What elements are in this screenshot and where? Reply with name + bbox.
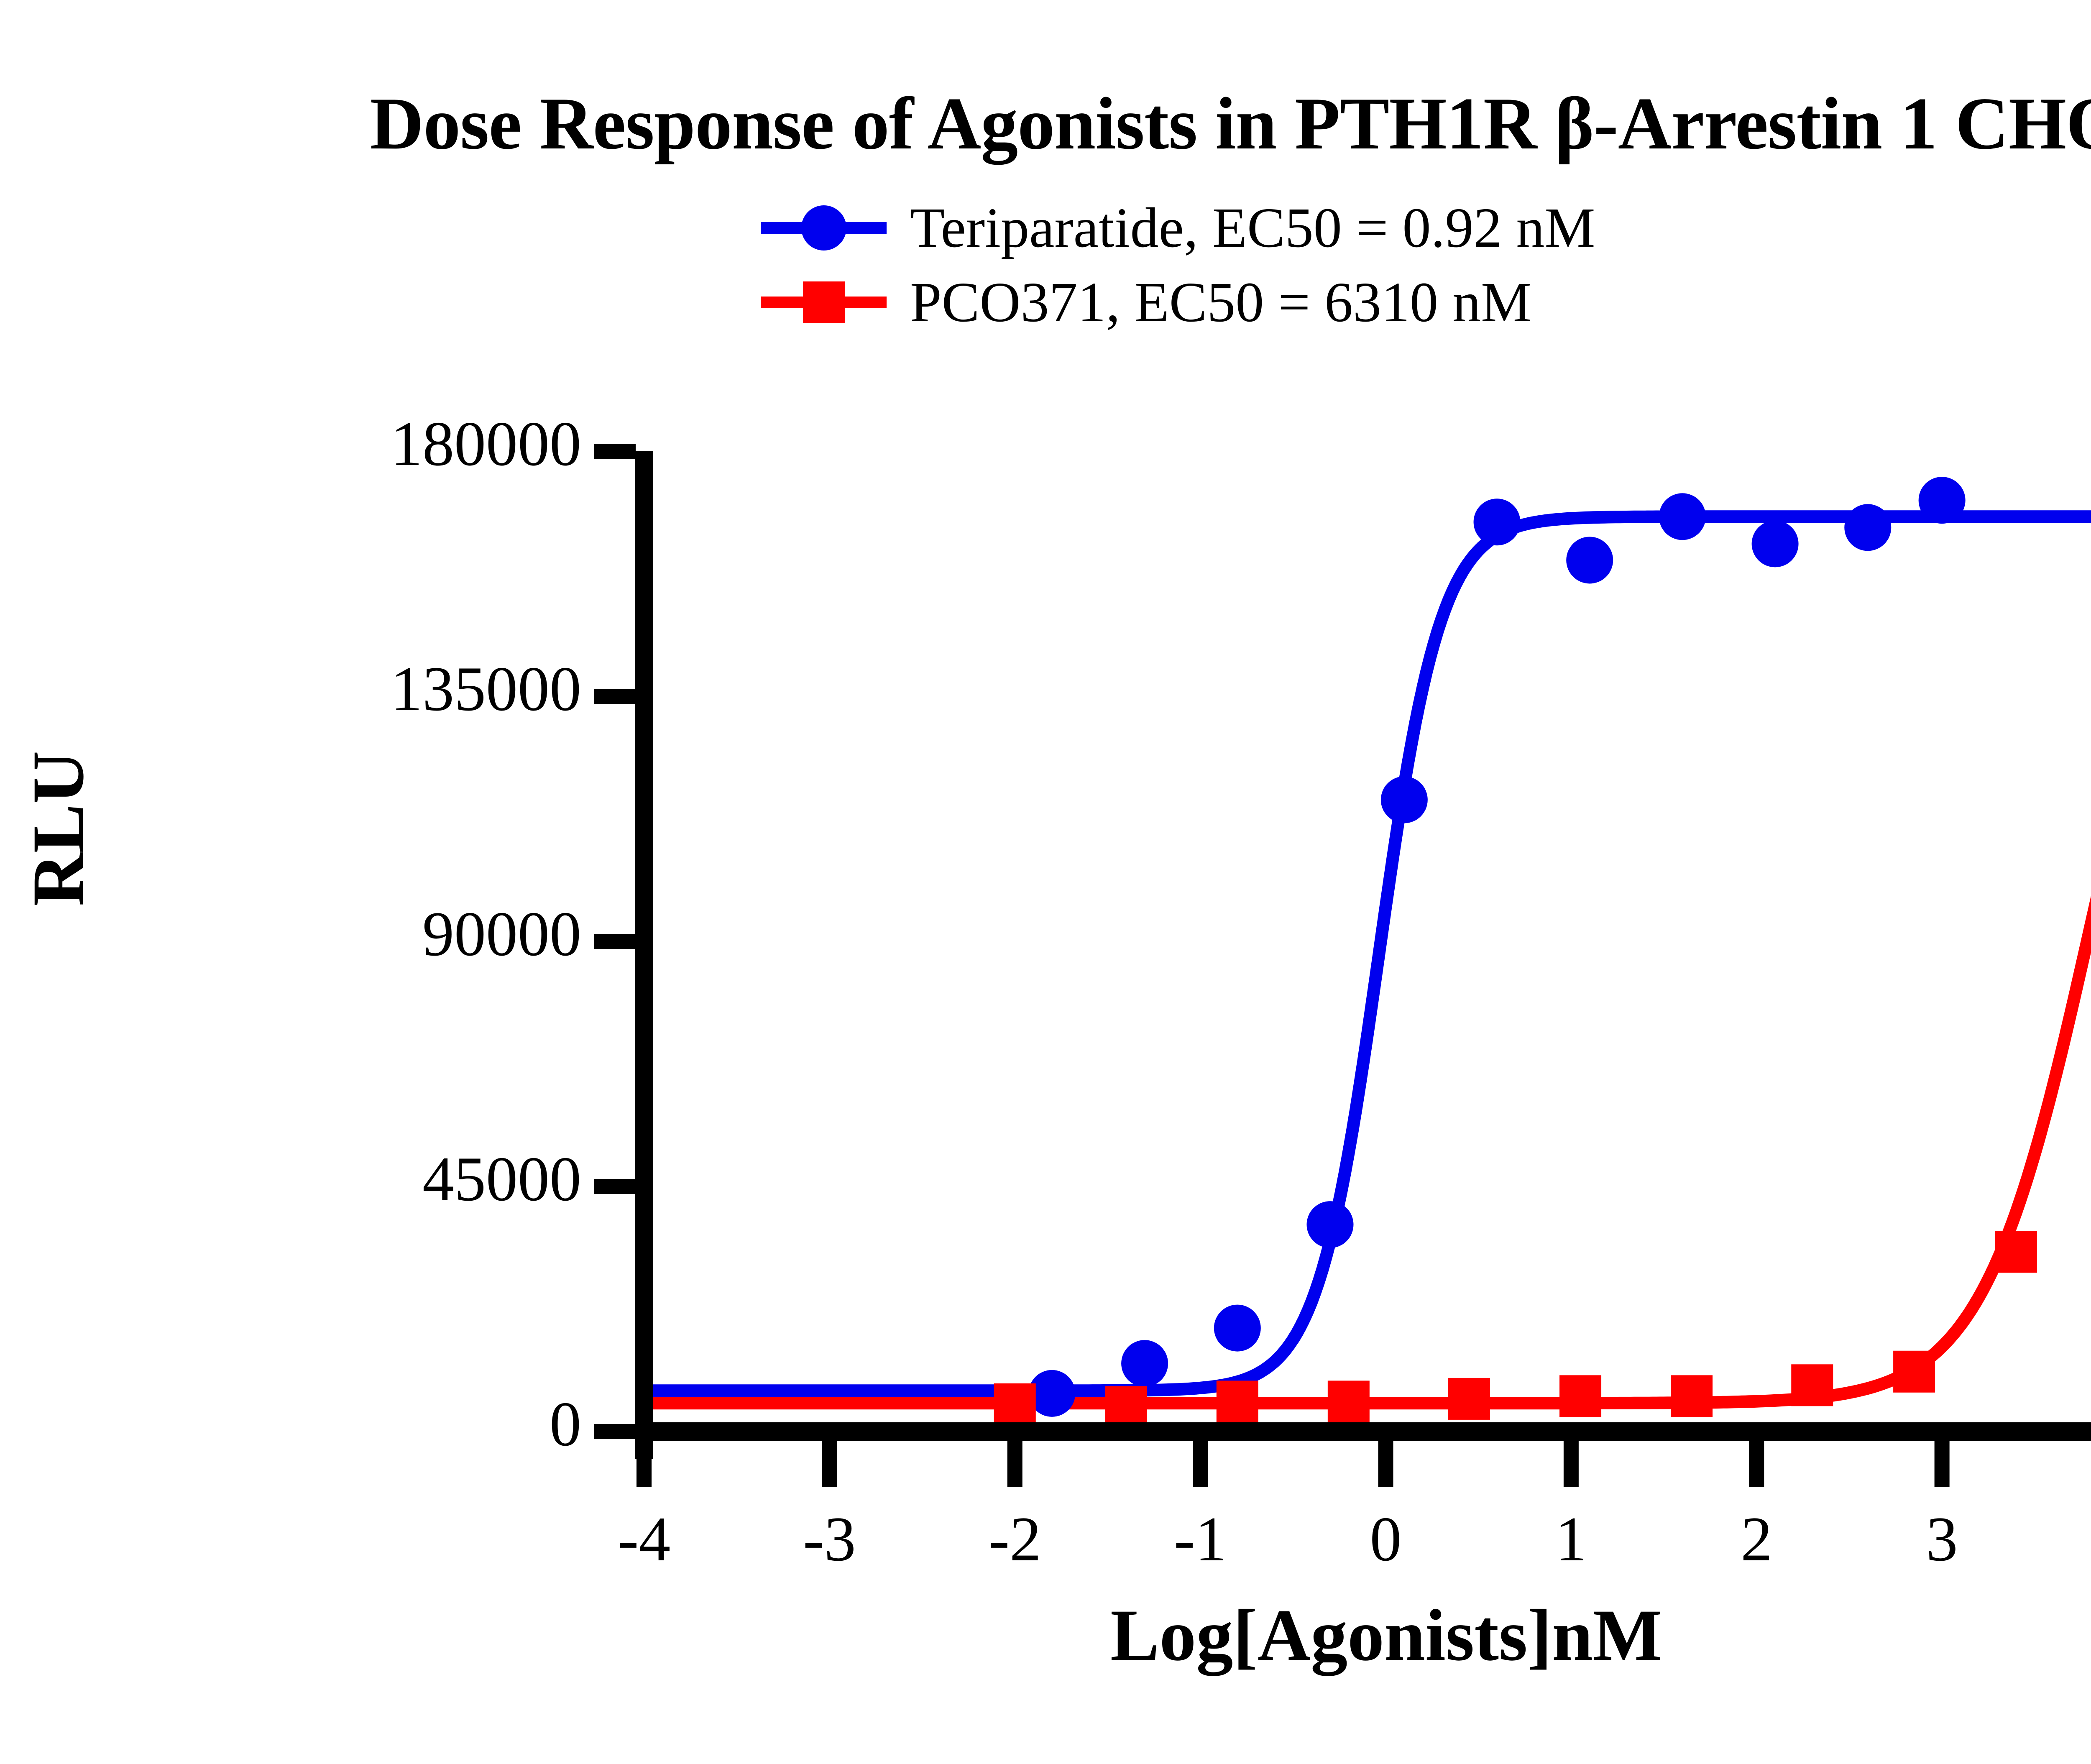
data-point-teriparatide[interactable]	[1121, 1340, 1168, 1387]
legend-key-pco371	[761, 281, 887, 323]
data-point-pco371[interactable]	[994, 1383, 1036, 1425]
y-tick	[594, 1179, 636, 1194]
legend-key-teriparatide	[761, 205, 887, 251]
data-point-pco371[interactable]	[1995, 1231, 2037, 1273]
data-point-teriparatide[interactable]	[1214, 1304, 1261, 1352]
x-tick	[1934, 1441, 1950, 1487]
legend-item-teriparatide[interactable]: Teriparatide, EC50 = 0.92 nM	[761, 197, 1595, 259]
data-point-pco371[interactable]	[1327, 1381, 1370, 1423]
y-tick	[594, 689, 636, 704]
data-point-teriparatide[interactable]	[1844, 504, 1892, 551]
square-marker-icon	[803, 281, 845, 323]
data-point-pco371[interactable]	[1105, 1386, 1147, 1428]
x-tick-label: 1	[1555, 1504, 1587, 1574]
fit-curve-pco371	[638, 895, 2091, 1410]
x-tick-label: 0	[1370, 1504, 1402, 1574]
data-point-teriparatide[interactable]	[1306, 1201, 1354, 1248]
data-point-pco371[interactable]	[1216, 1381, 1258, 1423]
circle-marker-icon	[801, 205, 846, 251]
y-tick	[594, 444, 636, 459]
x-tick-label: -2	[988, 1504, 1042, 1574]
data-point-pco371[interactable]	[1559, 1375, 1602, 1417]
chart-legend: Teriparatide, EC50 = 0.92 nM PCO371, EC5…	[761, 197, 1595, 334]
y-tick	[594, 1424, 636, 1439]
y-tick-label: 180000	[391, 409, 581, 479]
x-tick	[1007, 1441, 1022, 1487]
data-point-pco371[interactable]	[1448, 1378, 1490, 1420]
data-point-teriparatide[interactable]	[1751, 520, 1799, 568]
chart-title: Dose Response of Agonists in PTH1R β-Arr…	[370, 82, 2091, 165]
data-point-teriparatide[interactable]	[1566, 537, 1613, 584]
data-point-pco371[interactable]	[1893, 1350, 1935, 1393]
x-tick	[637, 1441, 652, 1487]
x-tick	[1193, 1441, 1208, 1487]
x-axis-title: Log[Agonists]nM	[1110, 1595, 1663, 1676]
x-tick	[1378, 1441, 1393, 1487]
data-point-pco371[interactable]	[1671, 1375, 1713, 1417]
fit-curve-teriparatide	[638, 510, 2091, 1397]
y-tick-label: 0	[550, 1389, 581, 1459]
y-tick-label: 135000	[391, 654, 581, 724]
data-point-pco371[interactable]	[1791, 1364, 1833, 1406]
data-point-teriparatide[interactable]	[1380, 776, 1428, 823]
data-point-teriparatide[interactable]	[1659, 493, 1706, 540]
x-tick-label: 3	[1926, 1504, 1958, 1574]
y-axis-line	[635, 451, 653, 1459]
x-tick-label: -1	[1173, 1504, 1227, 1574]
x-axis-line	[635, 1422, 2091, 1441]
data-point-teriparatide[interactable]	[1918, 477, 1966, 524]
data-point-teriparatide[interactable]	[1028, 1370, 1076, 1417]
x-tick	[822, 1441, 837, 1487]
data-point-teriparatide[interactable]	[1473, 499, 1521, 546]
y-tick	[594, 934, 636, 949]
legend-label-pco371: PCO371, EC50 = 6310 nM	[910, 271, 1531, 334]
x-tick-label: 4	[2044, 1503, 2091, 1575]
x-tick-label: -3	[803, 1504, 856, 1574]
legend-label-teriparatide: Teriparatide, EC50 = 0.92 nM	[910, 197, 1595, 259]
y-tick-label: 90000	[422, 899, 581, 969]
x-tick	[1563, 1441, 1579, 1487]
x-tick	[1749, 1441, 1764, 1487]
x-tick-label: 2	[1741, 1504, 1773, 1574]
x-tick-label: -4	[617, 1504, 671, 1574]
y-tick-label: 45000	[422, 1144, 581, 1214]
legend-item-pco371[interactable]: PCO371, EC50 = 6310 nM	[761, 271, 1595, 334]
